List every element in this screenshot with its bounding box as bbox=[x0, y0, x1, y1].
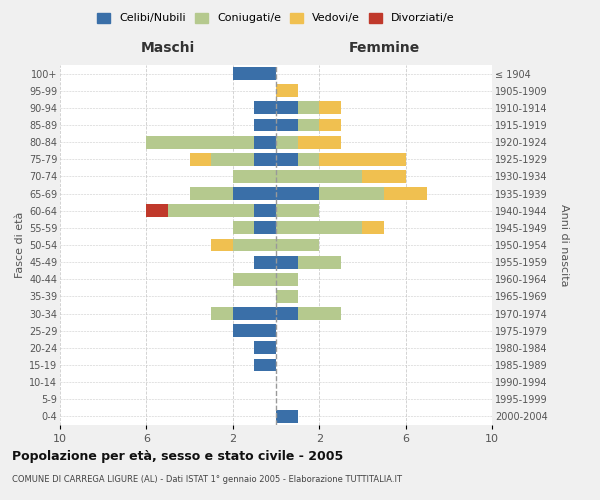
Bar bbox=[276, 118, 298, 132]
Bar bbox=[276, 204, 319, 217]
Bar bbox=[233, 170, 276, 183]
Text: Popolazione per età, sesso e stato civile - 2005: Popolazione per età, sesso e stato civil… bbox=[12, 450, 343, 463]
Bar bbox=[319, 118, 341, 132]
Bar bbox=[276, 187, 319, 200]
Bar bbox=[146, 136, 254, 148]
Bar bbox=[276, 307, 298, 320]
Legend: Celibi/Nubili, Coniugati/e, Vedovi/e, Divorziati/e: Celibi/Nubili, Coniugati/e, Vedovi/e, Di… bbox=[97, 12, 455, 24]
Bar bbox=[254, 102, 276, 114]
Bar bbox=[254, 204, 276, 217]
Bar bbox=[276, 238, 319, 252]
Bar bbox=[254, 358, 276, 372]
Bar bbox=[298, 102, 319, 114]
Bar bbox=[276, 256, 298, 268]
Bar bbox=[233, 222, 254, 234]
Bar bbox=[298, 256, 341, 268]
Bar bbox=[276, 410, 298, 423]
Bar bbox=[254, 136, 276, 148]
Text: COMUNE DI CARREGA LIGURE (AL) - Dati ISTAT 1° gennaio 2005 - Elaborazione TUTTIT: COMUNE DI CARREGA LIGURE (AL) - Dati IST… bbox=[12, 475, 402, 484]
Bar bbox=[276, 153, 298, 166]
Bar bbox=[190, 187, 233, 200]
Bar bbox=[211, 307, 233, 320]
Bar bbox=[211, 153, 254, 166]
Text: Femmine: Femmine bbox=[349, 40, 419, 54]
Bar bbox=[384, 187, 427, 200]
Bar bbox=[233, 307, 276, 320]
Bar bbox=[168, 204, 254, 217]
Y-axis label: Fasce di età: Fasce di età bbox=[14, 212, 25, 278]
Bar bbox=[233, 273, 276, 285]
Bar bbox=[276, 222, 362, 234]
Bar bbox=[254, 153, 276, 166]
Bar bbox=[319, 102, 341, 114]
Bar bbox=[233, 238, 276, 252]
Bar bbox=[254, 256, 276, 268]
Bar bbox=[276, 273, 298, 285]
Bar bbox=[190, 153, 211, 166]
Bar bbox=[233, 67, 276, 80]
Bar bbox=[362, 170, 406, 183]
Bar bbox=[254, 118, 276, 132]
Bar bbox=[319, 153, 406, 166]
Bar bbox=[276, 102, 298, 114]
Bar bbox=[233, 187, 276, 200]
Bar bbox=[298, 118, 319, 132]
Bar bbox=[276, 136, 298, 148]
Bar bbox=[276, 170, 362, 183]
Bar bbox=[276, 84, 298, 97]
Bar bbox=[298, 136, 341, 148]
Bar bbox=[298, 307, 341, 320]
Bar bbox=[319, 187, 384, 200]
Bar bbox=[254, 342, 276, 354]
Bar bbox=[362, 222, 384, 234]
Y-axis label: Anni di nascita: Anni di nascita bbox=[559, 204, 569, 286]
Text: Maschi: Maschi bbox=[141, 40, 195, 54]
Bar bbox=[298, 153, 319, 166]
Bar bbox=[233, 324, 276, 337]
Bar bbox=[254, 222, 276, 234]
Bar bbox=[146, 204, 168, 217]
Bar bbox=[211, 238, 233, 252]
Bar bbox=[276, 290, 298, 303]
